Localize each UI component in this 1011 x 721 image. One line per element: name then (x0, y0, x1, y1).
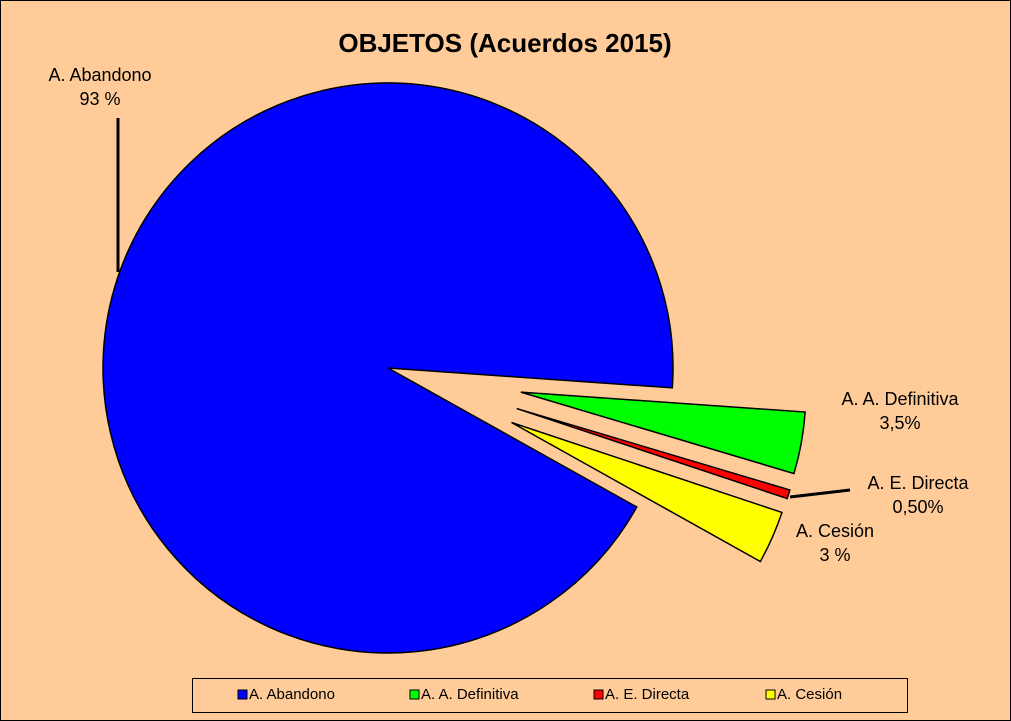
legend-box (192, 678, 908, 713)
leader-line (789, 488, 851, 499)
slice-label: A. E. Directa (867, 473, 969, 493)
legend-swatch (765, 689, 776, 700)
legend: A. Abandono A. A. Definitiva A. E. Directa… (237, 686, 842, 703)
legend-swatch (409, 689, 420, 700)
chart-title: OBJETOS (Acuerdos 2015) (338, 28, 671, 58)
slice-value-label: 93 % (79, 89, 120, 109)
slice-value-label: 3 % (819, 545, 850, 565)
pie-slice (516, 407, 791, 500)
slice-value-label: 0,50% (892, 497, 943, 517)
legend-label: A. E. Directa (605, 686, 690, 703)
legend-label: A. Cesión (777, 686, 842, 703)
pie-slice (511, 421, 783, 563)
slice-label: A. A. Definitiva (841, 389, 959, 409)
pie-slice (102, 82, 674, 654)
slice-label: A. Cesión (796, 521, 874, 541)
slice-value-label: 3,5% (879, 413, 920, 433)
legend-label: A. Abandono (249, 686, 335, 703)
slice-label: A. Abandono (48, 65, 151, 85)
legend-swatch (593, 689, 604, 700)
legend-swatch (237, 689, 248, 700)
legend-label: A. A. Definitiva (421, 686, 519, 703)
pie-slice (520, 391, 806, 475)
